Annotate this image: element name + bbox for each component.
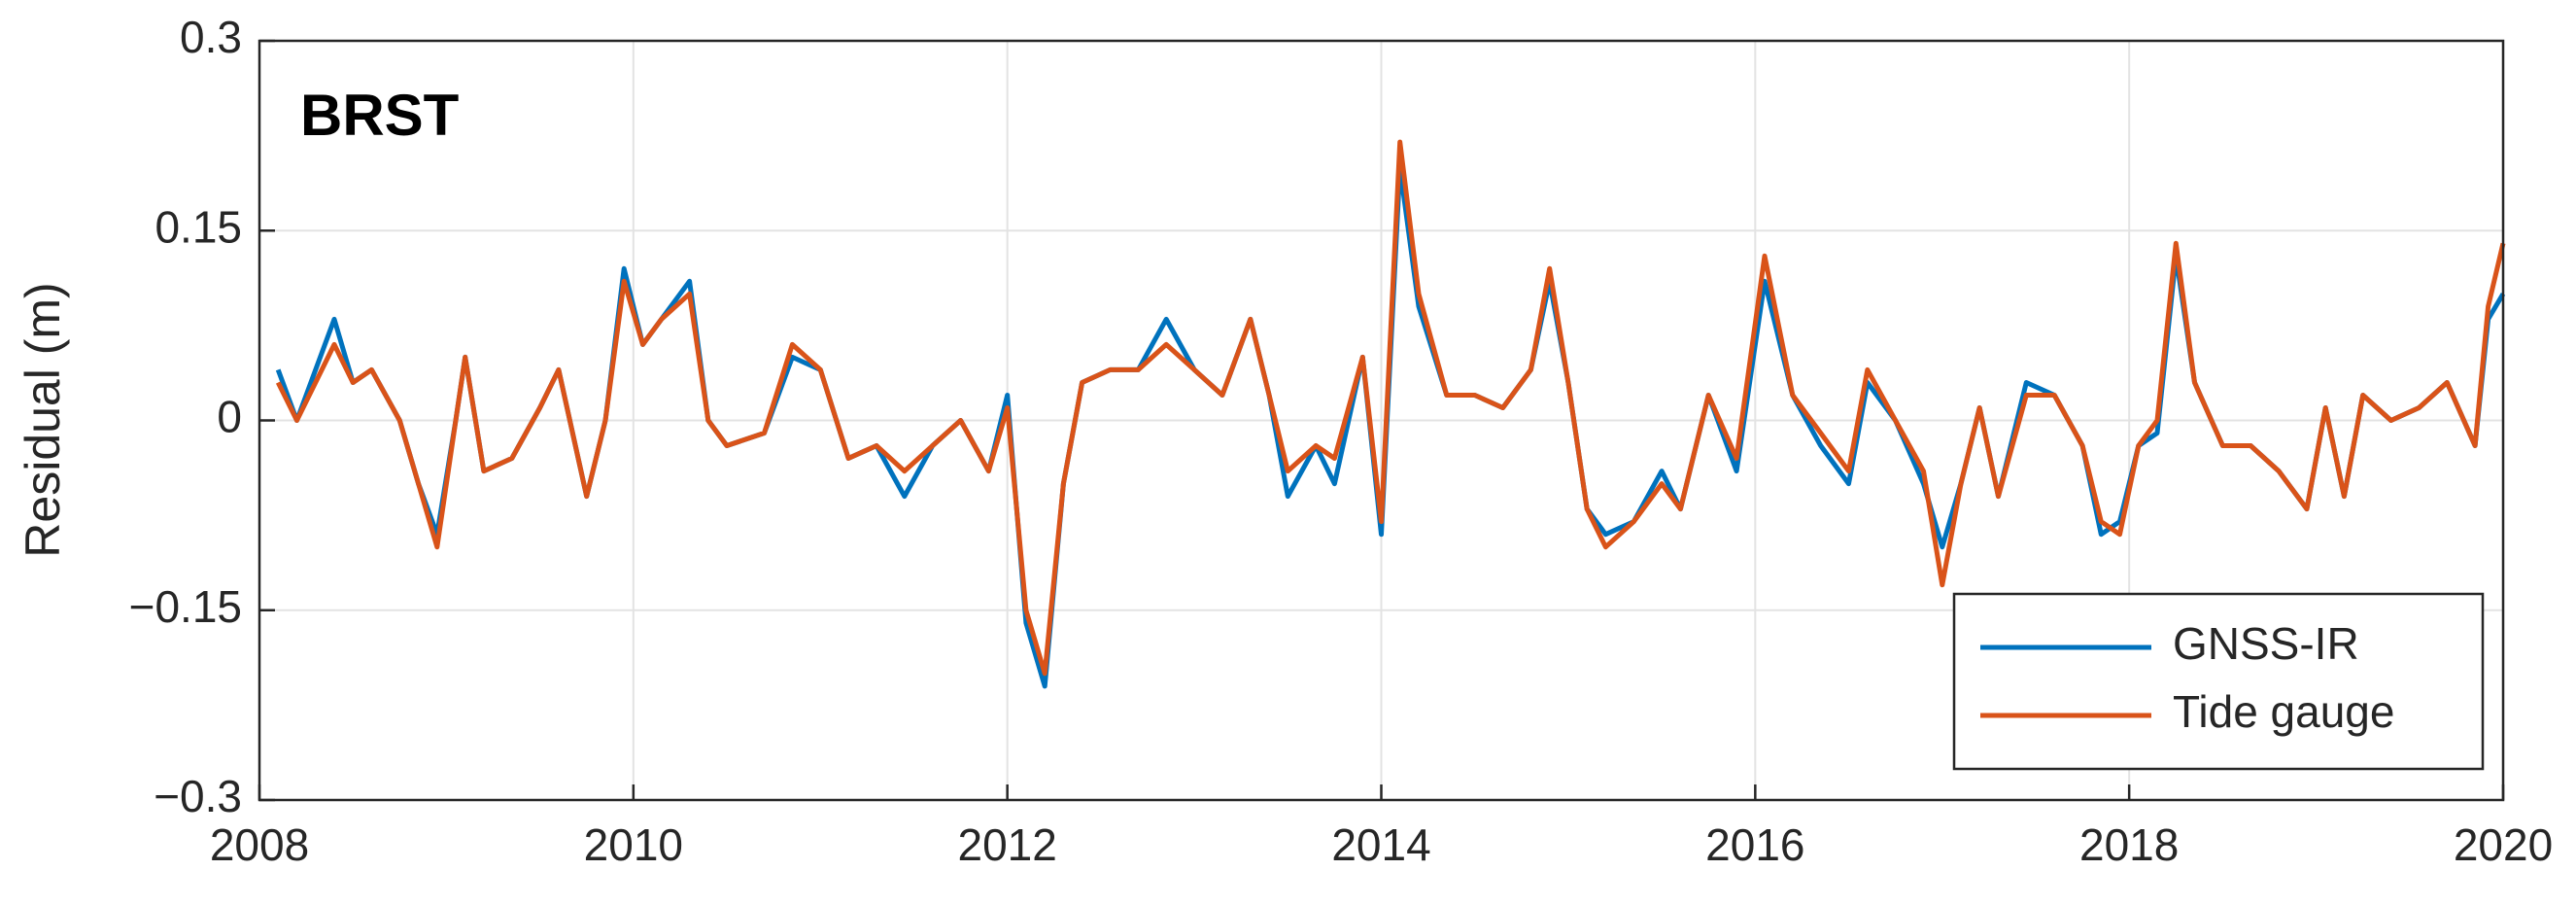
- lines: [275, 139, 2506, 689]
- legend-label: GNSS-IR: [2173, 618, 2359, 669]
- x-tick-label: 2020: [2454, 819, 2553, 870]
- x-tick-label: 2014: [1331, 819, 1430, 870]
- legend: GNSS-IR Tide gauge: [1952, 592, 2485, 771]
- y-tick-label: −0.15: [129, 581, 242, 632]
- y-axis-label: Residual (m): [16, 282, 70, 557]
- legend-box: [1952, 592, 2485, 771]
- x-tick-label: 2008: [210, 819, 309, 870]
- x-tick-label: 2010: [584, 819, 683, 870]
- x-tick-label: 2012: [957, 819, 1056, 870]
- y-tick-label: 0: [217, 392, 242, 442]
- axes-box: [258, 39, 2505, 802]
- y-tick-label: 0.3: [180, 12, 242, 62]
- series-line: [275, 139, 2506, 677]
- y-tick-label: −0.3: [154, 771, 242, 821]
- legend-label: Tide gauge: [2173, 686, 2394, 737]
- annotation: BRST: [300, 83, 459, 148]
- x-tick-label: 2016: [1705, 819, 1804, 870]
- x-tick-label: 2018: [2079, 819, 2179, 870]
- y-tick-label: 0.15: [155, 201, 242, 252]
